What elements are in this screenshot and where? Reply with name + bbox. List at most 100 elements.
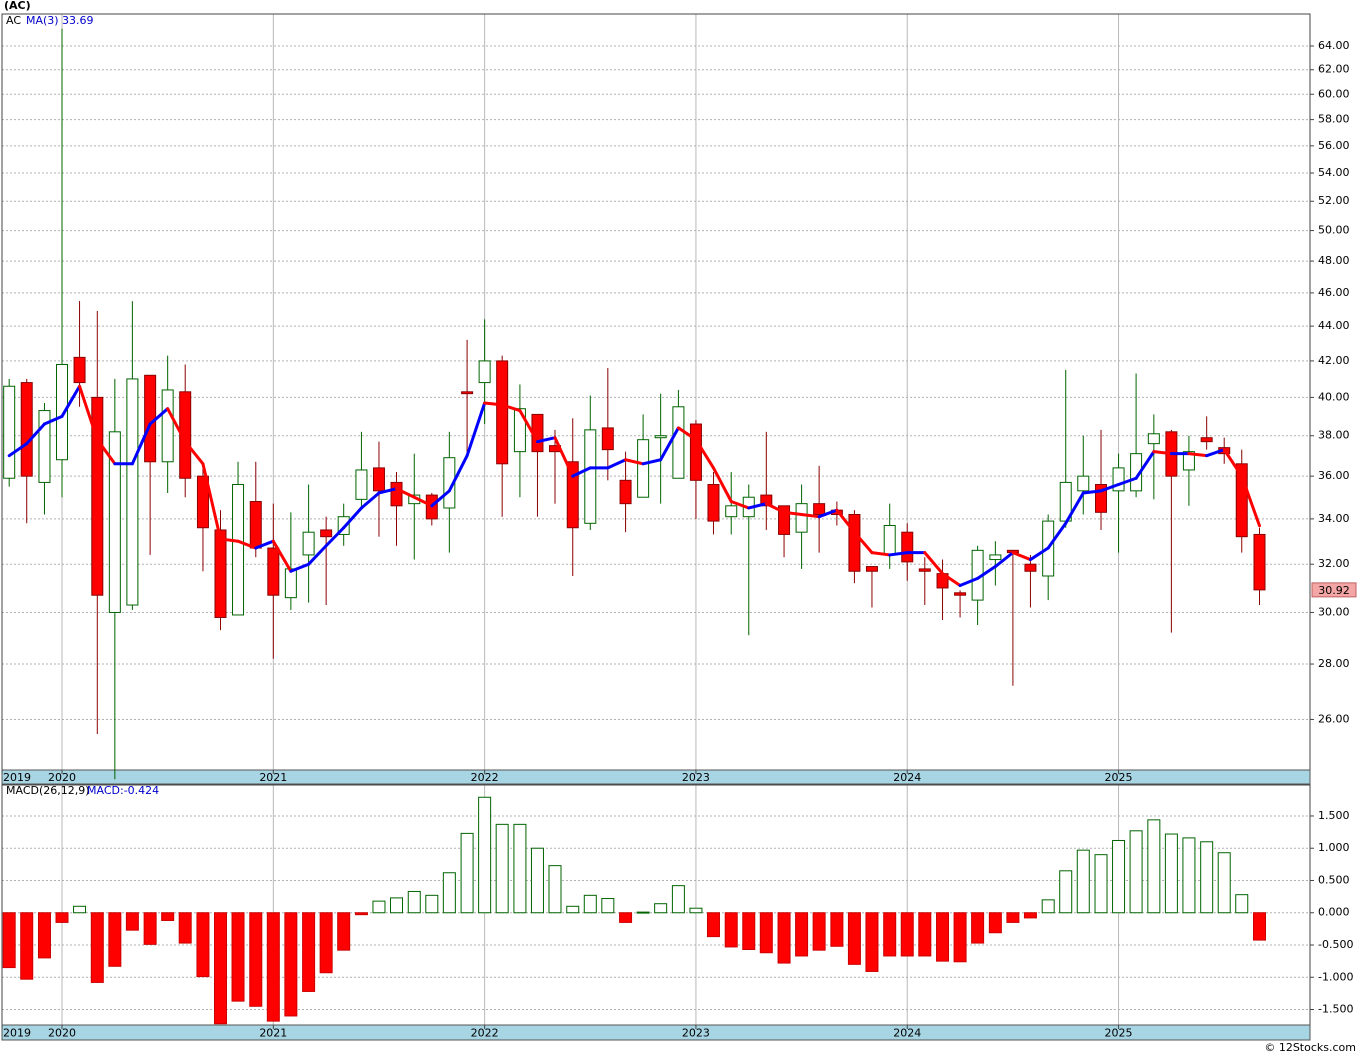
macd-bar	[213, 912, 227, 1025]
ma-segment	[747, 502, 768, 510]
macd-bar	[196, 912, 210, 978]
macd-bar	[1059, 870, 1073, 914]
candle-body	[496, 360, 509, 465]
x-tick-label: 2020	[48, 1027, 76, 1040]
candle-body	[232, 484, 245, 616]
ma-segment	[7, 442, 29, 458]
ma-segment	[60, 384, 82, 418]
legend-macd-value: -0.424	[124, 784, 159, 797]
macd-bar	[90, 912, 104, 983]
macd-bar	[143, 912, 157, 945]
candle-body	[672, 406, 685, 479]
y-tick-label: 38.00	[1318, 429, 1350, 442]
candle-body	[989, 554, 1002, 561]
ma-segment	[571, 466, 592, 478]
footer: © 12Stocks.com	[1264, 1041, 1356, 1054]
candle-body	[760, 494, 773, 507]
macd-bar	[495, 823, 509, 914]
y-tick-label: 60.00	[1318, 87, 1350, 100]
candle-body	[1235, 463, 1248, 538]
candle-body	[1112, 467, 1125, 492]
candle-body	[637, 439, 650, 498]
ma-segment	[430, 489, 451, 508]
ma-segment	[852, 530, 874, 555]
candle-body	[179, 391, 192, 479]
ma-segment	[817, 508, 839, 519]
y-tick-label: 28.00	[1318, 657, 1350, 670]
ma-segment	[377, 487, 399, 495]
ma-segment	[606, 458, 628, 470]
y-tick-label: 64.00	[1318, 39, 1350, 52]
macd-bar	[125, 912, 139, 931]
macd-bar	[530, 847, 544, 914]
candle-body	[654, 435, 667, 439]
candle-body	[478, 360, 491, 384]
macd-bar	[1252, 912, 1266, 941]
ma-segment	[25, 422, 46, 446]
ma-segment	[976, 565, 997, 580]
candle-body	[56, 363, 69, 461]
macd-bar	[1041, 899, 1055, 914]
x-tick-label: 2025	[1105, 1027, 1133, 1040]
candle-body	[901, 531, 914, 563]
candle-body	[954, 592, 967, 596]
x-tick-label: 2024	[893, 771, 921, 784]
macd-bar	[1112, 839, 1126, 914]
candle-body	[161, 389, 174, 463]
candle-body	[302, 531, 315, 556]
candle-body	[3, 385, 16, 479]
x-tick-label: 2025	[1105, 771, 1133, 784]
macd-bar	[971, 912, 985, 944]
y-tick-label: 40.00	[1318, 390, 1350, 403]
y-tick-label: -0.500	[1318, 938, 1353, 951]
ma-segment	[1205, 448, 1226, 458]
macd-bar	[337, 912, 351, 951]
candle-body	[865, 566, 878, 572]
ma-segment	[218, 537, 240, 543]
macd-bar	[20, 912, 34, 980]
macd-bar	[654, 903, 668, 914]
candle-body	[1200, 437, 1213, 443]
ma-segment	[1011, 551, 1032, 562]
ma-segment	[923, 551, 945, 576]
x-tick-label: 2023	[682, 1027, 710, 1040]
ma-segment	[254, 539, 275, 550]
ma-segment	[553, 436, 575, 478]
y-tick-label: 52.00	[1318, 194, 1350, 207]
macd-bar	[830, 912, 844, 947]
candle-body	[707, 484, 720, 522]
macd-bar	[354, 912, 368, 916]
ma-segment	[1222, 448, 1244, 478]
candle-body	[126, 378, 139, 606]
y-tick-label: -1.000	[1318, 970, 1353, 983]
macd-bar	[759, 912, 773, 954]
ma-segment	[148, 407, 170, 426]
macd-bar	[2, 912, 16, 969]
candle-body	[584, 429, 597, 524]
ma-segment	[201, 462, 222, 541]
macd-bar	[619, 912, 633, 923]
y-tick-label: 54.00	[1318, 166, 1350, 179]
macd-bar	[865, 912, 879, 972]
legend-macd-prefix: MACD:	[87, 784, 124, 797]
macd-bar	[777, 912, 791, 964]
ma-segment	[395, 487, 416, 499]
candle-body	[196, 475, 209, 529]
macd-bar	[812, 912, 826, 951]
candle-body	[1182, 451, 1195, 471]
ma-segment	[42, 414, 64, 426]
macd-bar	[161, 912, 175, 921]
ma-segment	[764, 502, 786, 514]
macd-bar	[1006, 912, 1020, 923]
candle-body	[108, 431, 121, 613]
candle-body	[38, 410, 51, 483]
y-tick-label: 30.00	[1318, 605, 1350, 618]
candle-body	[372, 467, 385, 492]
macd-bar	[636, 911, 650, 914]
candle-body	[144, 374, 157, 463]
legend-macd-label: MACD:-0.424	[87, 784, 159, 797]
macd-bar	[1235, 894, 1249, 914]
x-tick-label: 2022	[471, 1027, 499, 1040]
x-tick-label: 2023	[682, 771, 710, 784]
ma-segment	[1099, 483, 1121, 493]
